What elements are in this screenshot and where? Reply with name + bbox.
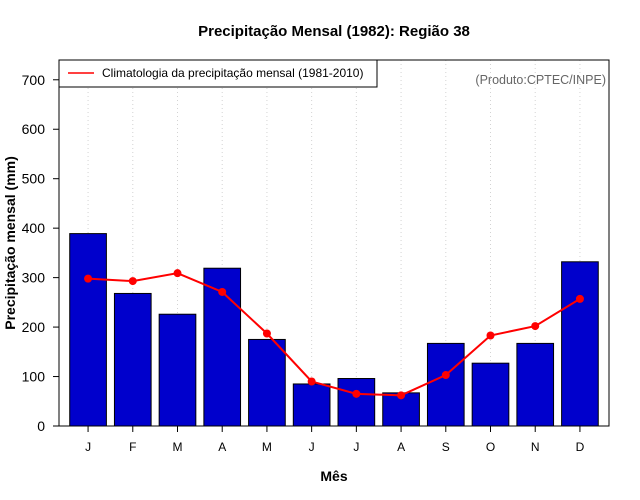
bar-5 (248, 338, 286, 427)
climatology-point-1 (84, 274, 93, 283)
bar-7 (337, 378, 376, 427)
y-axis-title: Precipitação mensal (mm) (2, 156, 18, 330)
x-tick-label: A (218, 440, 226, 454)
bar-11 (516, 342, 555, 427)
climatology-point-6 (307, 377, 316, 386)
x-tick-label: A (397, 440, 405, 454)
climatology-point-7 (352, 389, 361, 398)
bar-10 (471, 362, 510, 427)
x-tick-label: M (262, 440, 272, 454)
climatology-point-11 (531, 322, 540, 331)
product-credit: (Produto:CPTEC/INPE) (475, 73, 606, 87)
x-tick-label: J (353, 440, 359, 454)
climatology-point-10 (486, 331, 495, 340)
x-tick-label: F (129, 440, 136, 454)
bar-series (69, 233, 599, 427)
x-tick-label: O (486, 440, 495, 454)
y-tick-label: 700 (22, 72, 46, 88)
bar-9 (426, 342, 465, 427)
climatology-point-2 (128, 277, 137, 286)
y-tick-label: 500 (22, 171, 46, 187)
bar-2 (113, 292, 152, 427)
legend-label: Climatologia da precipitação mensal (198… (102, 66, 363, 80)
climatology-point-12 (575, 294, 584, 303)
x-tick-label: S (442, 440, 450, 454)
climatology-point-5 (262, 329, 271, 338)
x-tick-label: D (576, 440, 585, 454)
x-tick-label: N (531, 440, 540, 454)
bar-6 (292, 383, 331, 427)
climatology-point-3 (173, 269, 182, 278)
x-tick-label: J (309, 440, 315, 454)
climatology-point-8 (397, 391, 406, 400)
y-axis: 0 100 200 300 400 500 600 700 (22, 72, 59, 434)
x-tick-label: M (172, 440, 182, 454)
bar-12 (561, 261, 599, 427)
bar-4 (203, 267, 242, 427)
climatology-point-9 (441, 371, 450, 380)
bar-1 (69, 233, 107, 427)
y-tick-label: 100 (22, 369, 46, 385)
legend-box (58, 59, 378, 88)
x-axis-title: Mês (320, 468, 347, 484)
y-tick-label: 300 (22, 270, 46, 286)
chart-title: Precipitação Mensal (1982): Região 38 (198, 23, 470, 40)
y-tick-label: 200 (22, 319, 46, 335)
y-tick-label: 400 (22, 220, 46, 236)
legend: Climatologia da precipitação mensal (198… (58, 59, 378, 88)
y-tick-label: 0 (37, 418, 45, 434)
x-tick-label: J (85, 440, 91, 454)
y-tick-label: 600 (22, 121, 46, 137)
climatology-point-4 (218, 287, 227, 296)
climatology-line-series (84, 269, 584, 400)
bar-3 (158, 313, 197, 427)
climatology-line (88, 272, 581, 397)
